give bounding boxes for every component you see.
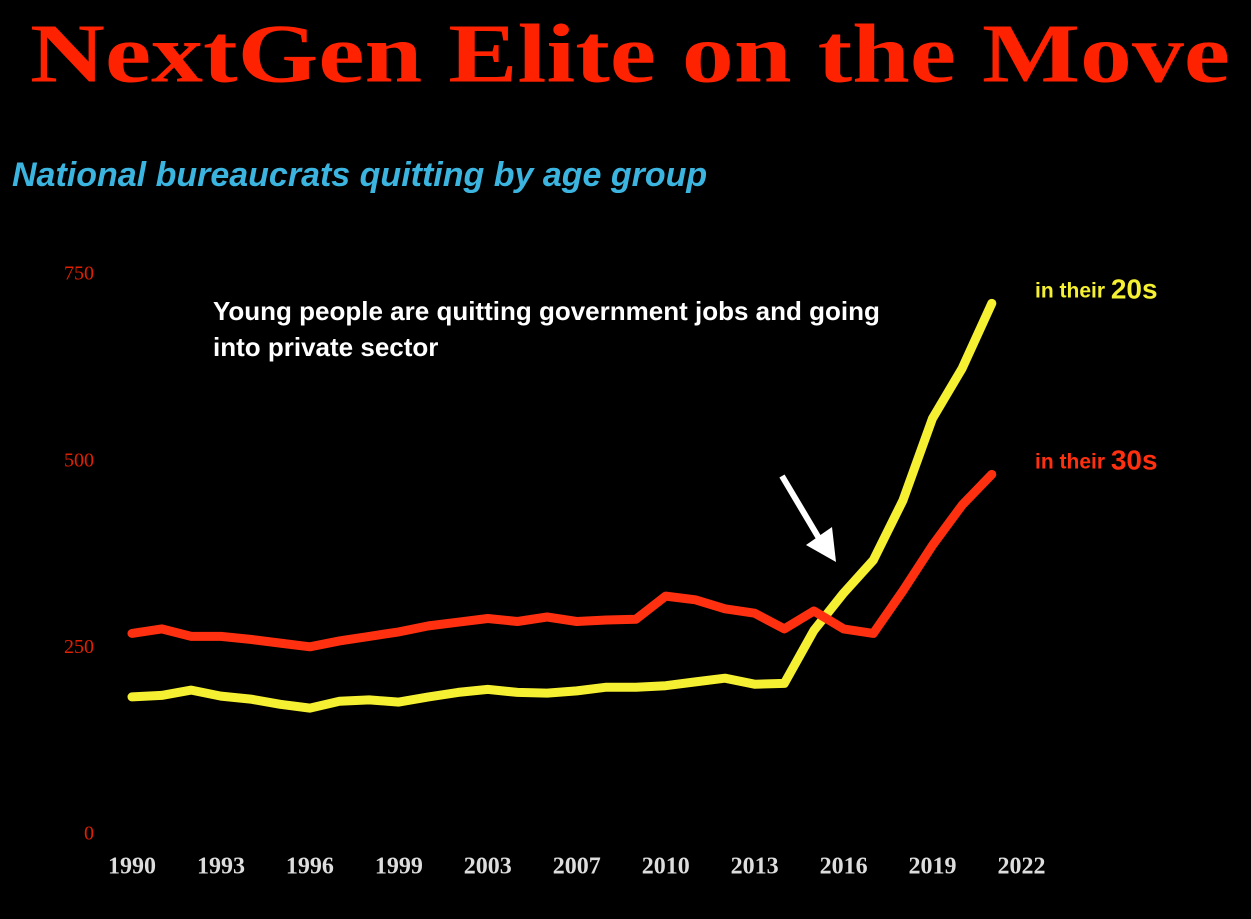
x-tick-label: 2010 (642, 854, 690, 880)
x-tick-label: 2013 (731, 854, 779, 880)
x-tick-label: 1996 (286, 854, 334, 880)
series-line (127, 469, 997, 652)
arrow-head (806, 527, 836, 562)
arrow (779, 474, 836, 562)
series-line (127, 298, 997, 713)
y-tick-label: 750 (64, 263, 94, 285)
chart-title: NextGen Elite on the Move (30, 7, 1230, 100)
x-tick-label: 2003 (464, 854, 512, 880)
x-tick-label: 2016 (820, 854, 868, 880)
x-tick-label: 2007 (553, 854, 601, 880)
y-tick-label: 250 (64, 636, 94, 658)
annotation: Young people are quitting government job… (213, 296, 880, 362)
y-tick-label: 500 (64, 449, 94, 471)
x-tick-label: 1999 (375, 854, 423, 880)
series-label: in their 20s (1035, 274, 1158, 305)
y-tick-label: 0 (84, 823, 94, 845)
x-tick-label: 1993 (197, 854, 245, 880)
x-tick-label: 1990 (108, 854, 156, 880)
chart-subtitle: National bureaucrats quitting by age gro… (12, 156, 707, 194)
series-label: in their 30s (1035, 445, 1158, 476)
x-tick-label: 2019 (909, 854, 957, 880)
x-tick-label: 2022 (998, 854, 1046, 880)
arrow-shaft (779, 474, 823, 542)
annotation-box: Young people are quitting government job… (213, 296, 880, 362)
